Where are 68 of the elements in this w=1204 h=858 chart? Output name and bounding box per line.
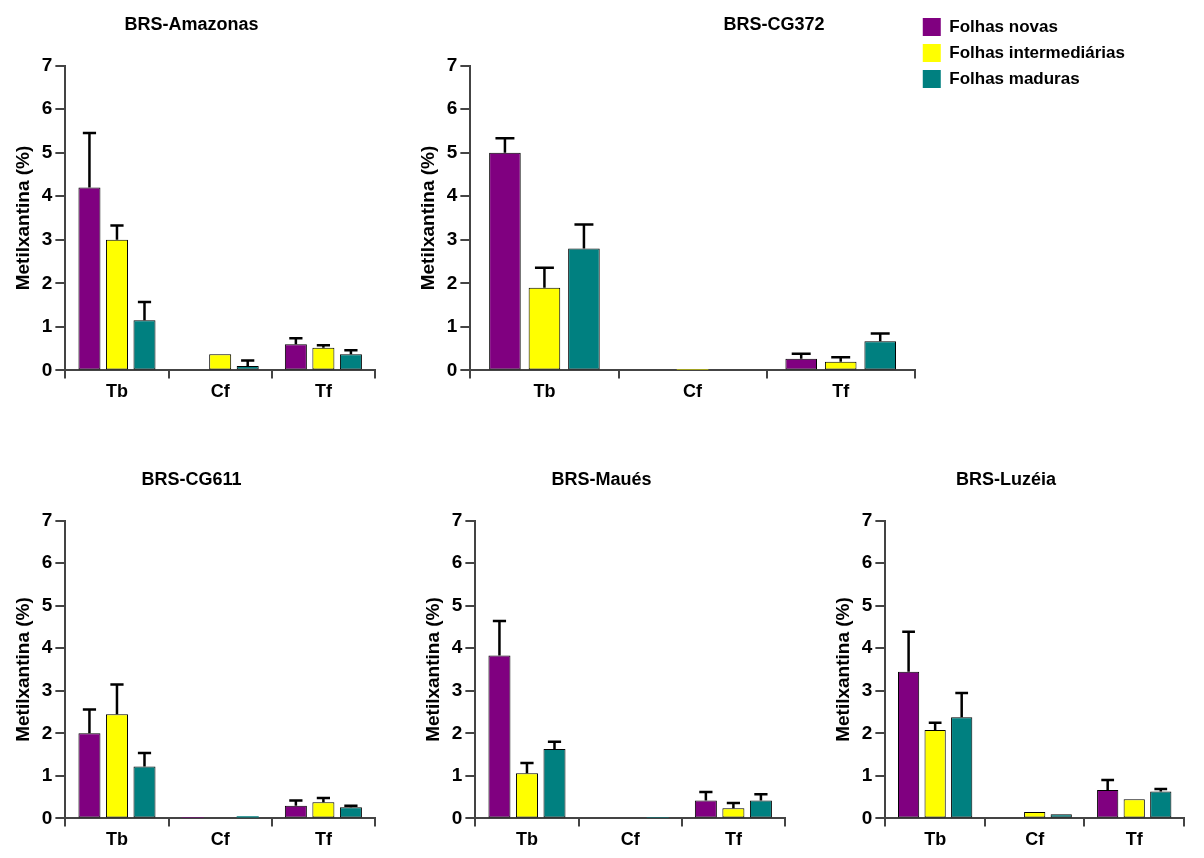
- y-tick-label: 0: [446, 358, 458, 380]
- x-tick-label: Cf: [210, 381, 231, 402]
- x-tick-label: Tb: [515, 829, 538, 850]
- y-axis-title: Metilxantina (%): [421, 597, 443, 742]
- y-tick-label: 2: [451, 721, 463, 743]
- y-tick-label: 6: [41, 551, 53, 573]
- y-tick-label: 6: [446, 97, 458, 119]
- y-tick-label: 1: [451, 764, 463, 786]
- x-tick-label: Cf: [620, 829, 641, 850]
- y-tick-label: 1: [41, 315, 53, 337]
- y-tick-label: 3: [451, 679, 463, 701]
- x-tick-label: Tb: [924, 829, 947, 850]
- x-tick-label: Cf: [1025, 829, 1046, 850]
- x-tick-label: Tf: [314, 381, 333, 402]
- y-tick-label: 1: [861, 764, 873, 786]
- chart-title: BRS-Maués: [551, 468, 652, 489]
- x-tick-label: Tf: [832, 381, 851, 402]
- y-tick-label: 0: [861, 806, 873, 828]
- y-tick-label: 3: [41, 228, 53, 250]
- y-tick-label: 4: [41, 636, 53, 658]
- y-tick-label: 6: [861, 551, 873, 573]
- chart-title: BRS-Amazonas: [124, 13, 259, 34]
- y-tick-label: 2: [41, 721, 53, 743]
- y-tick-label: 4: [446, 184, 458, 206]
- y-tick-label: 7: [41, 508, 53, 530]
- y-tick-label: 4: [41, 184, 53, 206]
- x-tick-label: Tb: [533, 381, 556, 402]
- chart-title: BRS-Luzéia: [955, 468, 1057, 489]
- legend-label: Folhas novas: [949, 16, 1058, 36]
- x-tick-label: Tf: [314, 829, 333, 850]
- y-tick-label: 6: [451, 551, 463, 573]
- y-tick-label: 7: [861, 508, 873, 530]
- y-tick-label: 2: [41, 271, 53, 293]
- x-tick-label: Tf: [724, 829, 743, 850]
- chart-title: BRS-CG611: [141, 468, 242, 489]
- y-tick-label: 3: [861, 679, 873, 701]
- y-tick-label: 1: [446, 315, 458, 337]
- y-tick-label: 5: [41, 140, 53, 162]
- y-axis-title: Metilxantina (%): [416, 145, 438, 291]
- y-tick-label: 5: [446, 140, 458, 162]
- legend-label: Folhas intermediárias: [949, 42, 1126, 62]
- x-tick-label: Tb: [105, 829, 128, 850]
- y-tick-label: 6: [41, 97, 53, 119]
- x-tick-label: Cf: [210, 829, 231, 850]
- y-tick-label: 7: [41, 53, 53, 75]
- y-tick-label: 4: [451, 636, 463, 658]
- y-tick-label: 5: [451, 593, 463, 615]
- y-tick-label: 7: [446, 53, 458, 75]
- y-tick-label: 0: [41, 806, 53, 828]
- chart-title: BRS-CG372: [723, 13, 825, 34]
- y-axis-title: Metilxantina (%): [11, 597, 33, 742]
- legend-label: Folhas maduras: [949, 68, 1080, 88]
- x-tick-label: Tb: [105, 381, 128, 402]
- y-axis-title: Metilxantina (%): [831, 597, 853, 742]
- y-tick-label: 3: [41, 679, 53, 701]
- y-tick-label: 1: [41, 764, 53, 786]
- x-tick-label: Tf: [1125, 829, 1144, 850]
- y-axis-title: Metilxantina (%): [11, 145, 33, 291]
- y-tick-label: 3: [446, 228, 458, 250]
- y-tick-label: 5: [861, 593, 873, 615]
- y-tick-label: 0: [41, 358, 53, 380]
- y-tick-label: 0: [451, 806, 463, 828]
- y-tick-label: 4: [861, 636, 873, 658]
- x-tick-label: Cf: [683, 381, 704, 402]
- y-tick-label: 5: [41, 593, 53, 615]
- y-tick-label: 2: [861, 721, 873, 743]
- y-tick-label: 7: [451, 508, 463, 530]
- y-tick-label: 2: [446, 271, 458, 293]
